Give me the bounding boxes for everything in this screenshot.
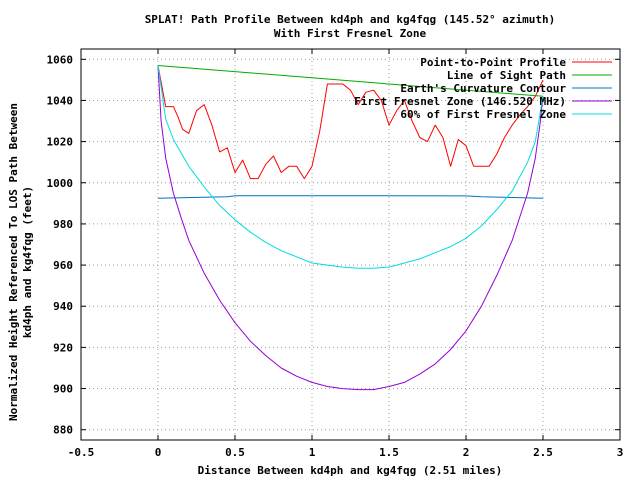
x-tick-label: 0 bbox=[155, 446, 162, 459]
legend-label-4: First Fresnel Zone (146.520 MHz) bbox=[354, 95, 566, 108]
series-line-2 bbox=[157, 65, 544, 97]
series-group bbox=[157, 65, 544, 391]
y-tick-label: 940 bbox=[53, 300, 73, 313]
y-tick-label: 1020 bbox=[47, 136, 74, 149]
y-axis-label-line2: kd4ph and kg4fqg (feet) bbox=[21, 186, 34, 338]
y-tick-label: 880 bbox=[53, 424, 73, 437]
series-line-4 bbox=[157, 65, 544, 391]
y-tick-label: 1060 bbox=[47, 53, 74, 66]
x-tick-label: 3 bbox=[617, 446, 624, 459]
series-line-5 bbox=[157, 65, 544, 269]
x-tick-label: -0.5 bbox=[68, 446, 95, 459]
x-tick-label: 1 bbox=[309, 446, 316, 459]
x-axis-label: Distance Between kd4ph and kg4fqg (2.51 … bbox=[198, 464, 503, 477]
y-tick-label: 960 bbox=[53, 259, 73, 272]
series-line-1 bbox=[157, 65, 544, 180]
x-tick-label: 0.5 bbox=[225, 446, 245, 459]
chart-subtitle: With First Fresnel Zone bbox=[274, 27, 427, 40]
x-tick-label: 2 bbox=[463, 446, 470, 459]
x-tick-label: 1.5 bbox=[379, 446, 399, 459]
y-axis-label-line1: Normalized Height Referenced To LOS Path… bbox=[7, 103, 20, 421]
y-tick-label: 900 bbox=[53, 383, 73, 396]
legend-label-3: Earth's Curvature Contour bbox=[400, 82, 566, 95]
plot-frame bbox=[80, 48, 621, 441]
legend-label-5: 60% of First Fresnel Zone bbox=[400, 108, 566, 121]
y-tick-label: 1040 bbox=[47, 94, 74, 107]
legend-label-1: Point-to-Point Profile bbox=[420, 56, 566, 69]
y-tick-label: 1000 bbox=[47, 177, 74, 190]
y-tick-label: 920 bbox=[53, 341, 73, 354]
x-tick-label: 2.5 bbox=[533, 446, 553, 459]
y-tick-label: 980 bbox=[53, 218, 73, 231]
series-line-3 bbox=[157, 195, 544, 199]
legend-label-2: Line of Sight Path bbox=[447, 69, 566, 82]
chart-title: SPLAT! Path Profile Between kd4ph and kg… bbox=[145, 13, 556, 26]
